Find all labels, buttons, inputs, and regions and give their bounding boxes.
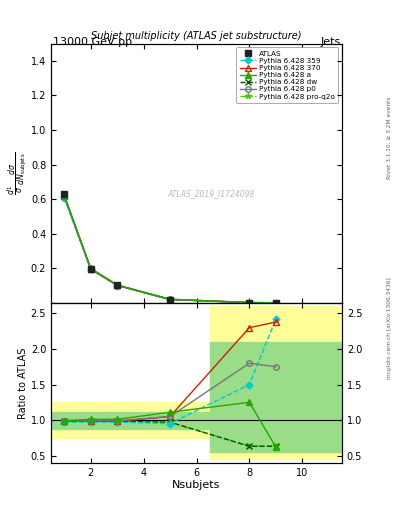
Pythia 6.428 dw [88, 266, 93, 272]
Pythia 6.428 370 [274, 300, 278, 306]
Pythia 6.428 a [62, 193, 67, 199]
Pythia 6.428 359 [115, 283, 119, 289]
Pythia 6.428 a [88, 265, 93, 271]
Line: Pythia 6.428 370: Pythia 6.428 370 [62, 193, 279, 306]
ATLAS [247, 300, 252, 306]
ATLAS [88, 266, 93, 272]
Y-axis label: Ratio to ATLAS: Ratio to ATLAS [18, 348, 28, 419]
Pythia 6.428 370 [247, 300, 252, 306]
Text: mcplots.cern.ch [arXiv:1306.3436]: mcplots.cern.ch [arXiv:1306.3436] [387, 277, 392, 378]
Pythia 6.428 p0 [88, 266, 93, 272]
Pythia 6.428 dw [247, 300, 252, 306]
Line: Pythia 6.428 a: Pythia 6.428 a [62, 193, 279, 306]
Pythia 6.428 p0 [168, 296, 173, 303]
Legend: ATLAS, Pythia 6.428 359, Pythia 6.428 370, Pythia 6.428 a, Pythia 6.428 dw, Pyth: ATLAS, Pythia 6.428 359, Pythia 6.428 37… [237, 47, 338, 103]
Pythia 6.428 p0 [247, 300, 252, 306]
Pythia 6.428 p0 [115, 282, 119, 288]
Y-axis label: $\frac{d^{1}}{\sigma}\frac{d\sigma}{dN_{\rm subjets}}$: $\frac{d^{1}}{\sigma}\frac{d\sigma}{dN_{… [7, 152, 29, 195]
Pythia 6.428 dw [62, 193, 67, 199]
Pythia 6.428 p0 [62, 193, 67, 199]
Pythia 6.428 a [115, 282, 119, 288]
Text: 13000 GeV pp: 13000 GeV pp [53, 37, 132, 47]
Pythia 6.428 dw [274, 300, 278, 306]
Title: Subjet multiplicity (ATLAS jet substructure): Subjet multiplicity (ATLAS jet substruct… [91, 31, 302, 41]
Pythia 6.428 dw [168, 296, 173, 303]
Pythia 6.428 dw [115, 282, 119, 288]
ATLAS [274, 300, 278, 306]
Text: ATLAS_2019_I1724098: ATLAS_2019_I1724098 [167, 189, 255, 199]
ATLAS [62, 191, 67, 197]
Line: Pythia 6.428 359: Pythia 6.428 359 [62, 196, 278, 305]
Pythia 6.428 pro-q2o [247, 300, 252, 306]
ATLAS [115, 282, 119, 288]
Pythia 6.428 359 [88, 266, 93, 272]
Pythia 6.428 a [274, 300, 278, 306]
Pythia 6.428 pro-q2o [115, 282, 119, 288]
X-axis label: Nsubjets: Nsubjets [172, 480, 221, 489]
Pythia 6.428 pro-q2o [274, 300, 278, 306]
Pythia 6.428 370 [88, 266, 93, 272]
Pythia 6.428 370 [168, 296, 173, 303]
Pythia 6.428 359 [247, 300, 252, 306]
Line: ATLAS: ATLAS [61, 191, 279, 306]
Pythia 6.428 359 [168, 296, 173, 303]
Pythia 6.428 370 [62, 193, 67, 199]
Pythia 6.428 a [247, 300, 252, 306]
Line: Pythia 6.428 p0: Pythia 6.428 p0 [62, 193, 279, 306]
Line: Pythia 6.428 pro-q2o: Pythia 6.428 pro-q2o [62, 194, 279, 306]
Pythia 6.428 pro-q2o [88, 266, 93, 272]
Pythia 6.428 a [168, 296, 173, 302]
Pythia 6.428 p0 [274, 300, 278, 306]
Pythia 6.428 359 [62, 195, 67, 201]
Line: Pythia 6.428 dw: Pythia 6.428 dw [62, 194, 279, 306]
Pythia 6.428 370 [115, 282, 119, 288]
Pythia 6.428 359 [274, 300, 278, 306]
Pythia 6.428 pro-q2o [168, 296, 173, 303]
ATLAS [168, 296, 173, 303]
Text: Rivet 3.1.10, ≥ 3.2M events: Rivet 3.1.10, ≥ 3.2M events [387, 97, 392, 180]
Pythia 6.428 pro-q2o [62, 193, 67, 199]
Text: Jets: Jets [321, 37, 341, 47]
